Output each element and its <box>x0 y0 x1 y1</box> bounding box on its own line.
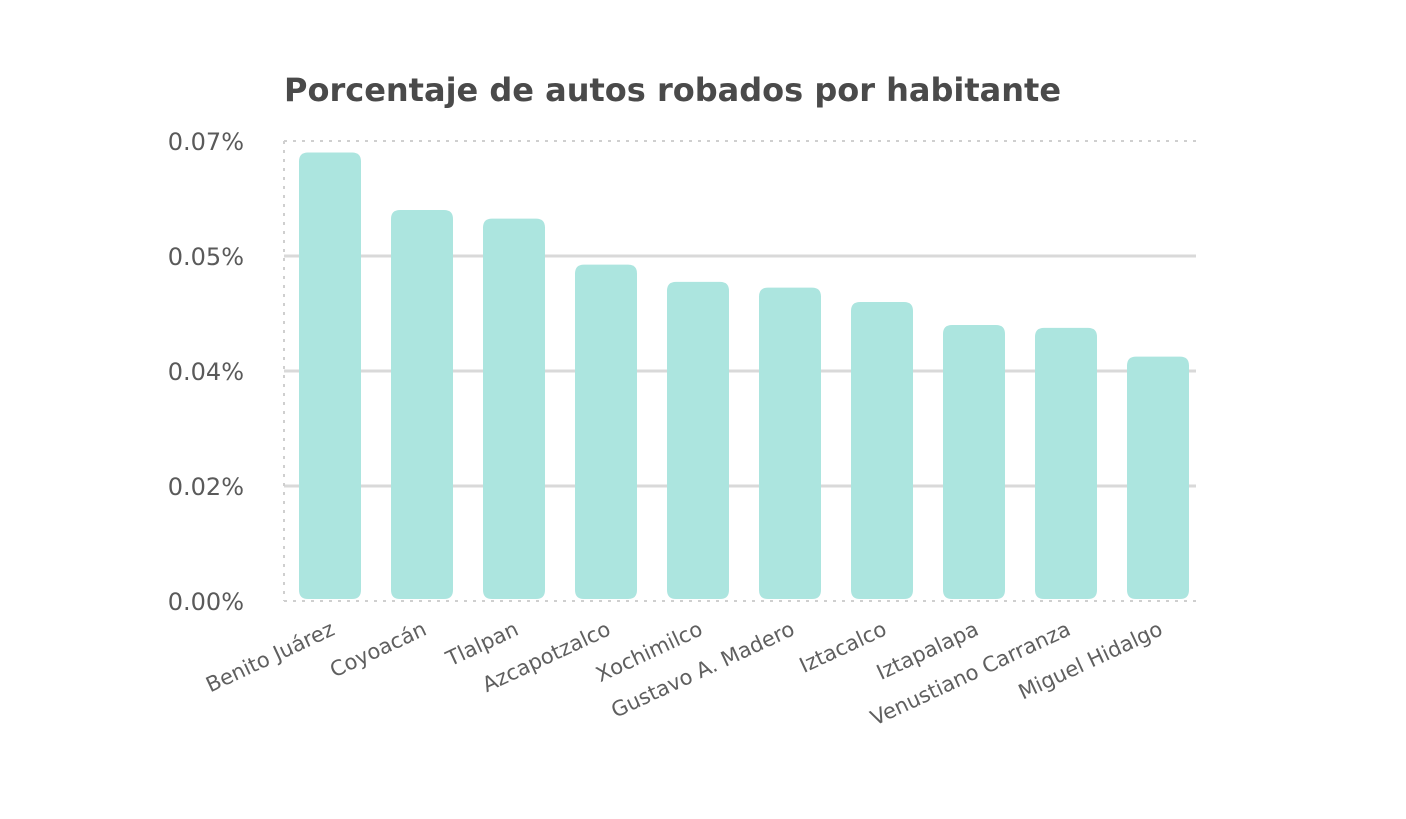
chart-title: Porcentaje de autos robados por habitant… <box>284 71 1061 109</box>
bar <box>391 210 453 599</box>
y-tick-label: 0.00% <box>168 588 244 616</box>
y-tick-label: 0.07% <box>168 128 244 156</box>
bar <box>667 281 729 599</box>
bar <box>759 287 821 599</box>
bar <box>483 218 545 599</box>
bar <box>299 152 361 599</box>
bar <box>851 302 913 599</box>
bars <box>299 152 1189 599</box>
bar <box>1127 356 1189 599</box>
y-tick-label: 0.02% <box>168 473 244 501</box>
y-tick-label: 0.05% <box>168 243 244 271</box>
bar <box>943 325 1005 599</box>
y-tick-label: 0.04% <box>168 358 244 386</box>
bar <box>1035 327 1097 599</box>
y-tick-labels: 0.00% 0.02% 0.04% 0.05% 0.07% <box>168 128 244 616</box>
x-tick-label: Coyoacán <box>326 617 430 682</box>
x-tick-label: Benito Juárez <box>202 617 338 697</box>
bar <box>575 264 637 599</box>
